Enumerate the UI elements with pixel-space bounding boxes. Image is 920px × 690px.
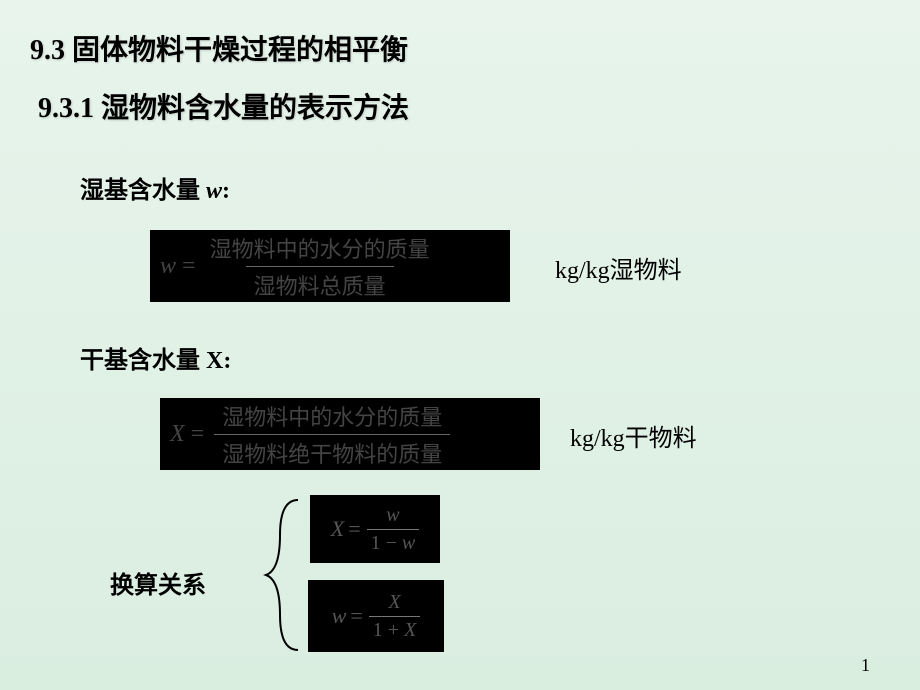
dry-formula-var: X — [170, 421, 185, 448]
conv2-fraction: X 1 + X — [369, 591, 421, 642]
conv1-den: 1 − w — [367, 529, 420, 555]
conv2-var: w — [332, 603, 347, 629]
conv2-eq: = — [350, 603, 362, 629]
dry-formula-eq: = — [191, 421, 205, 448]
subsection-title: 9.3.1 湿物料含水量的表示方法 — [38, 86, 409, 126]
dry-label-suffix: : — [223, 348, 231, 374]
dry-basis-unit: kg/kg干物料 — [570, 418, 697, 453]
conv1-var: X — [331, 516, 344, 542]
conversion-formula-1-box: X = w 1 − w — [310, 495, 440, 563]
conversion-label: 换算关系 — [110, 565, 206, 600]
dry-formula-fraction: 湿物料中的水分的质量 湿物料绝干物料的质量 — [214, 400, 450, 469]
wet-basis-formula-box: w = 湿物料中的水分的质量 湿物料总质量 — [150, 230, 510, 302]
conv1-eq: = — [348, 516, 360, 542]
wet-formula-var: w — [160, 253, 176, 280]
conv1-fraction: w 1 − w — [367, 504, 420, 555]
wet-basis-unit: kg/kg湿物料 — [555, 250, 682, 285]
conv2-num: X — [384, 591, 404, 616]
wet-formula-den: 湿物料总质量 — [246, 266, 394, 301]
wet-label-prefix: 湿基含水量 — [80, 178, 206, 204]
dry-formula-den: 湿物料绝干物料的质量 — [214, 434, 450, 469]
page-number: 1 — [861, 655, 870, 676]
dry-formula-num: 湿物料中的水分的质量 — [218, 400, 446, 434]
wet-formula-eq: = — [182, 253, 196, 280]
conv2-den: 1 + X — [369, 616, 421, 642]
wet-symbol: w — [206, 178, 222, 204]
dry-basis-label: 干基含水量 X: — [80, 340, 231, 375]
section-title: 9.3 固体物料干燥过程的相平衡 — [30, 28, 408, 68]
dry-label-prefix: 干基含水量 — [80, 348, 206, 374]
wet-label-suffix: : — [222, 178, 230, 204]
dry-symbol: X — [206, 348, 223, 374]
conv1-num: w — [382, 504, 403, 529]
brace-icon — [260, 495, 310, 655]
dry-basis-formula-box: X = 湿物料中的水分的质量 湿物料绝干物料的质量 — [160, 398, 540, 470]
wet-basis-label: 湿基含水量 w: — [80, 170, 230, 205]
wet-formula-num: 湿物料中的水分的质量 — [206, 232, 434, 266]
wet-formula-fraction: 湿物料中的水分的质量 湿物料总质量 — [206, 232, 434, 301]
conversion-formula-2-box: w = X 1 + X — [308, 580, 444, 652]
